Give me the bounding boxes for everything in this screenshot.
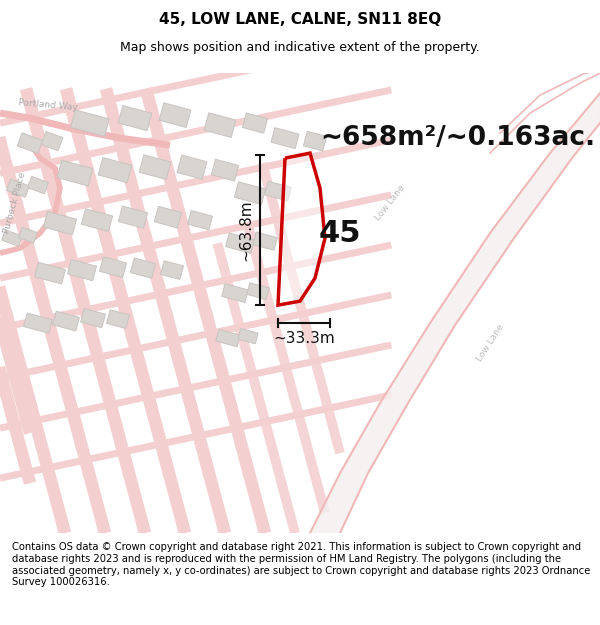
Polygon shape (235, 182, 266, 204)
Text: Map shows position and indicative extent of the property.: Map shows position and indicative extent… (120, 41, 480, 54)
Polygon shape (23, 313, 52, 333)
Polygon shape (177, 155, 207, 179)
Text: 45, LOW LANE, CALNE, SN11 8EQ: 45, LOW LANE, CALNE, SN11 8EQ (159, 12, 441, 27)
Polygon shape (238, 329, 258, 344)
Polygon shape (7, 179, 29, 197)
Polygon shape (310, 93, 600, 533)
Polygon shape (139, 155, 171, 179)
Polygon shape (118, 106, 152, 131)
Polygon shape (271, 127, 299, 149)
Polygon shape (57, 160, 93, 186)
Polygon shape (2, 230, 22, 246)
Text: Purbeck Place: Purbeck Place (2, 171, 28, 235)
Polygon shape (98, 158, 132, 182)
Polygon shape (17, 132, 43, 154)
Polygon shape (130, 258, 155, 278)
Polygon shape (82, 209, 113, 231)
Text: ~658m²/~0.163ac.: ~658m²/~0.163ac. (320, 125, 595, 151)
Polygon shape (204, 112, 236, 138)
Text: ~33.3m: ~33.3m (273, 331, 335, 346)
Polygon shape (253, 232, 277, 250)
Polygon shape (278, 153, 325, 305)
Polygon shape (19, 228, 37, 243)
Polygon shape (118, 206, 148, 228)
Polygon shape (107, 310, 130, 329)
Text: Low Lane: Low Lane (475, 323, 505, 363)
Text: Contains OS data © Crown copyright and database right 2021. This information is : Contains OS data © Crown copyright and d… (12, 542, 590, 587)
Text: 45: 45 (319, 219, 361, 248)
Text: ~63.8m: ~63.8m (238, 199, 253, 261)
Polygon shape (161, 261, 184, 279)
Polygon shape (226, 233, 254, 253)
Polygon shape (211, 159, 239, 181)
Polygon shape (216, 329, 240, 347)
Polygon shape (35, 262, 65, 284)
Polygon shape (41, 131, 63, 151)
Polygon shape (71, 110, 109, 136)
Polygon shape (304, 131, 326, 151)
Polygon shape (265, 181, 292, 201)
Polygon shape (154, 206, 182, 228)
Text: Portland Way: Portland Way (18, 98, 78, 112)
Polygon shape (80, 309, 106, 328)
Polygon shape (188, 211, 212, 230)
Polygon shape (53, 311, 79, 331)
Polygon shape (159, 102, 191, 127)
Polygon shape (222, 284, 248, 302)
Polygon shape (28, 176, 49, 194)
Polygon shape (100, 257, 127, 278)
Polygon shape (68, 259, 97, 281)
Polygon shape (242, 113, 268, 133)
Polygon shape (247, 282, 269, 299)
Text: Low Lane: Low Lane (373, 184, 407, 222)
Polygon shape (43, 211, 77, 235)
